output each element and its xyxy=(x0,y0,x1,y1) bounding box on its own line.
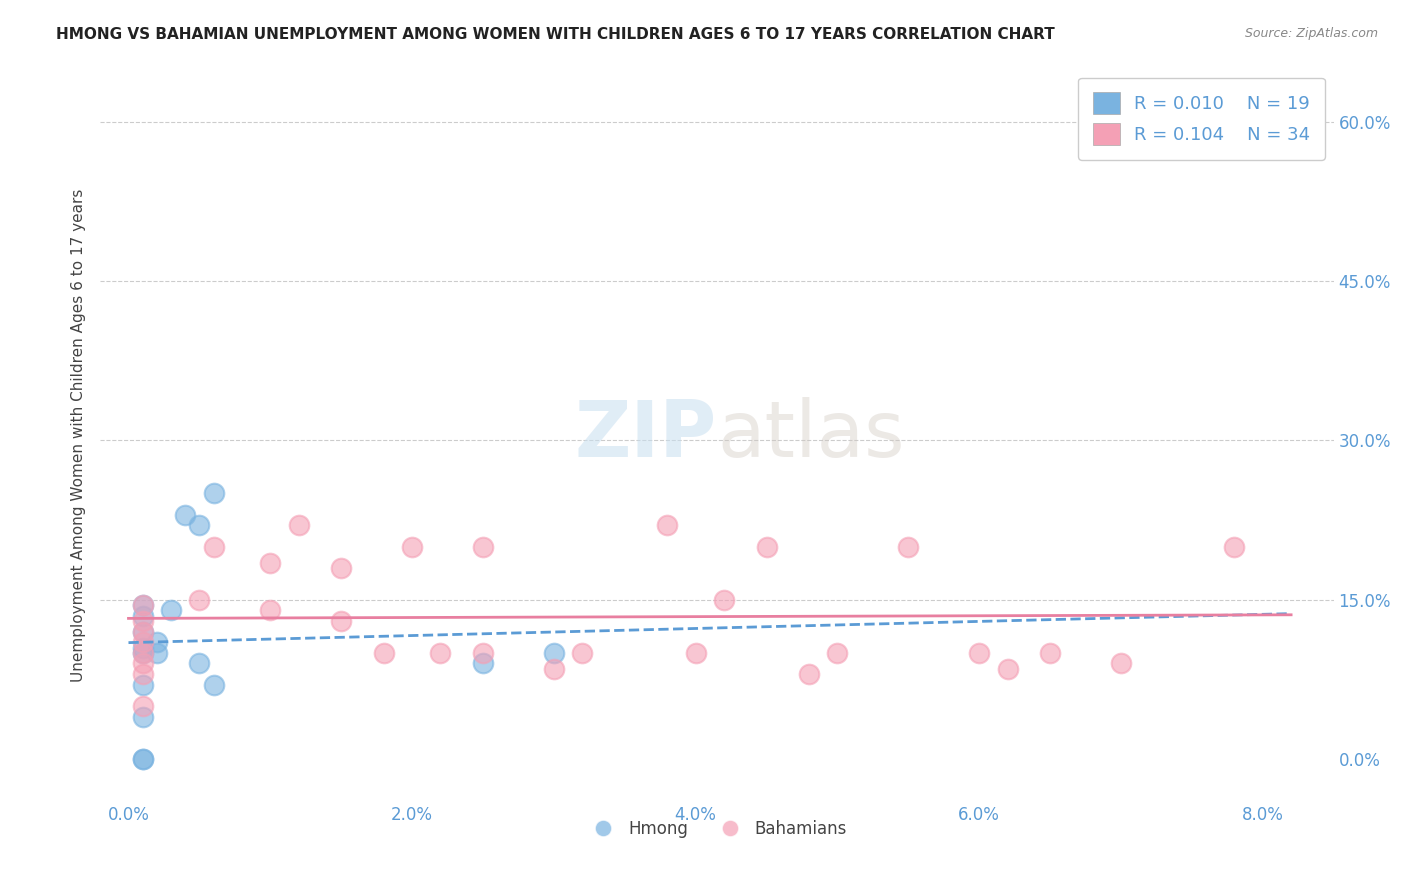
Point xyxy=(202,540,225,554)
Text: HMONG VS BAHAMIAN UNEMPLOYMENT AMONG WOMEN WITH CHILDREN AGES 6 TO 17 YEARS CORR: HMONG VS BAHAMIAN UNEMPLOYMENT AMONG WOM… xyxy=(56,27,1054,42)
Point xyxy=(131,657,153,671)
Point xyxy=(131,646,153,660)
Point xyxy=(131,698,153,713)
Point xyxy=(131,598,153,612)
Point xyxy=(131,646,153,660)
Text: Source: ZipAtlas.com: Source: ZipAtlas.com xyxy=(1244,27,1378,40)
Point xyxy=(330,614,353,628)
Point xyxy=(967,646,990,660)
Point xyxy=(1109,657,1132,671)
Point xyxy=(202,486,225,500)
Point xyxy=(897,540,920,554)
Point xyxy=(471,540,494,554)
Point xyxy=(259,556,281,570)
Point xyxy=(997,662,1019,676)
Point xyxy=(131,608,153,623)
Point xyxy=(131,678,153,692)
Point xyxy=(713,592,735,607)
Point xyxy=(146,635,169,649)
Point xyxy=(174,508,197,522)
Point xyxy=(571,646,593,660)
Point xyxy=(287,518,309,533)
Point xyxy=(471,657,494,671)
Point xyxy=(1039,646,1062,660)
Point xyxy=(202,678,225,692)
Point xyxy=(373,646,395,660)
Point xyxy=(755,540,778,554)
Point xyxy=(131,640,153,655)
Legend: Hmong, Bahamians: Hmong, Bahamians xyxy=(579,814,853,845)
Point xyxy=(471,646,494,660)
Text: atlas: atlas xyxy=(717,397,904,473)
Point xyxy=(131,624,153,639)
Point xyxy=(188,657,211,671)
Point xyxy=(1223,540,1246,554)
Point xyxy=(131,635,153,649)
Point xyxy=(188,592,211,607)
Point xyxy=(131,614,153,628)
Point xyxy=(827,646,849,660)
Point xyxy=(131,667,153,681)
Point xyxy=(188,518,211,533)
Point xyxy=(401,540,423,554)
Point xyxy=(657,518,679,533)
Point xyxy=(543,662,565,676)
Text: ZIP: ZIP xyxy=(575,397,717,473)
Point xyxy=(685,646,707,660)
Point xyxy=(131,752,153,766)
Y-axis label: Unemployment Among Women with Children Ages 6 to 17 years: Unemployment Among Women with Children A… xyxy=(72,188,86,681)
Point xyxy=(160,603,183,617)
Point xyxy=(429,646,451,660)
Point xyxy=(146,646,169,660)
Point xyxy=(330,561,353,575)
Point xyxy=(131,598,153,612)
Point xyxy=(543,646,565,660)
Point xyxy=(131,709,153,723)
Point xyxy=(131,624,153,639)
Point xyxy=(259,603,281,617)
Point xyxy=(797,667,820,681)
Point xyxy=(131,752,153,766)
